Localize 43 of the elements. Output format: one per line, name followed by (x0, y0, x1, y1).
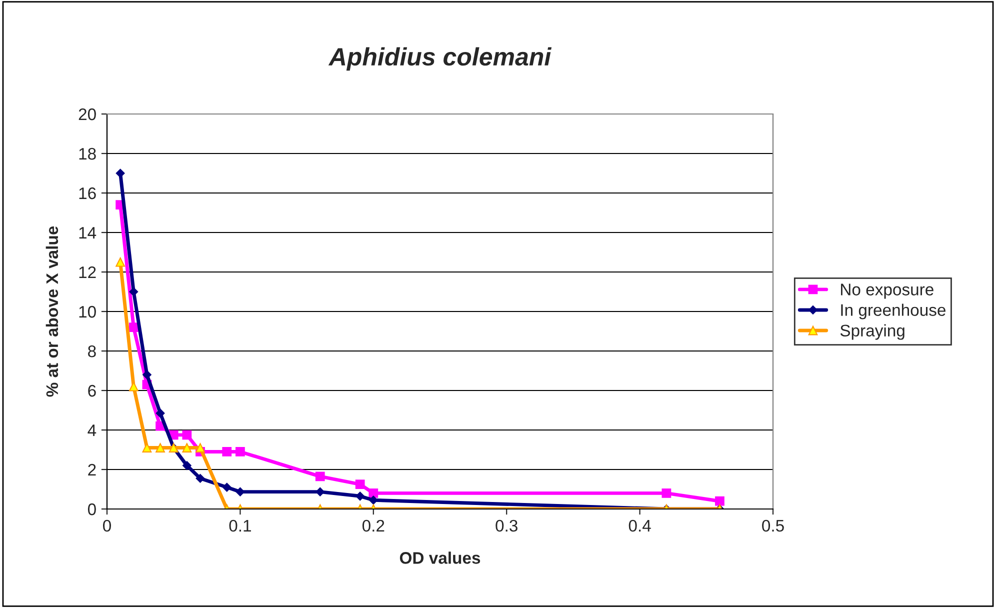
y-tick-label: 18 (79, 148, 96, 160)
point (662, 488, 672, 498)
x-tick-label: 0.2 (362, 520, 384, 532)
x-tick-label: 0 (103, 520, 111, 532)
x-tick-label: 0.1 (229, 520, 251, 532)
point (142, 443, 152, 452)
y-axis-title: % at or above X value (46, 226, 58, 397)
legend-label: In greenhouse (841, 304, 946, 320)
point (156, 408, 165, 418)
point (182, 461, 192, 470)
chart-title: Aphidius colemani (328, 47, 552, 71)
x-tick-label: 0.4 (628, 520, 651, 532)
point (142, 370, 152, 380)
point (368, 488, 378, 498)
legend-label: No exposure (841, 284, 934, 299)
legend-label: Spraying (840, 324, 904, 340)
point (715, 496, 724, 506)
y-tick-label: 16 (79, 187, 96, 200)
y-tick-label: 2 (88, 464, 96, 476)
point (355, 480, 365, 489)
point (236, 447, 245, 456)
point (196, 443, 205, 452)
point (196, 474, 205, 483)
point (222, 482, 232, 492)
y-tick-label: 14 (79, 227, 96, 239)
x-tick-label: 0.3 (496, 520, 518, 532)
point (116, 257, 126, 267)
y-tick-label: 0 (88, 503, 96, 516)
y-tick-label: 20 (78, 108, 96, 120)
point (182, 430, 192, 440)
point (128, 322, 138, 332)
y-tick-label: 4 (88, 424, 96, 436)
point (156, 443, 165, 452)
y-tick-label: 10 (79, 306, 96, 318)
y-tick-label: 8 (88, 345, 96, 358)
y-tick-label: 12 (79, 266, 96, 278)
point (222, 447, 232, 456)
point (356, 492, 365, 501)
x-axis-title: OD values (400, 552, 480, 564)
point (182, 443, 192, 452)
point (315, 472, 325, 482)
y-tick-label: 6 (88, 384, 96, 397)
x-tick-label: 0.5 (762, 520, 784, 532)
